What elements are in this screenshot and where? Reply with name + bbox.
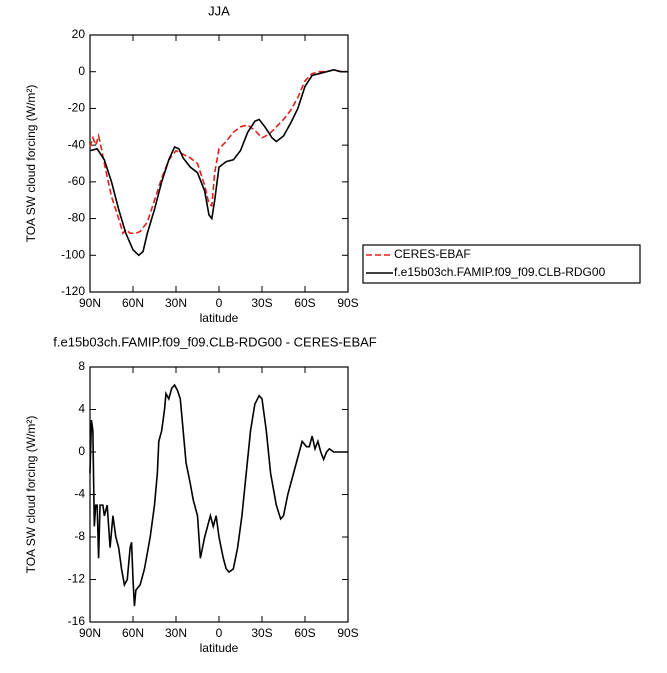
x-tick-label: 60S bbox=[294, 296, 315, 310]
chart-title: f.e15b03ch.FAMIP.f09_f09.CLB-RDG00 - CER… bbox=[53, 334, 377, 349]
data-line bbox=[89, 69, 348, 235]
plot-frame bbox=[89, 366, 349, 623]
y-tick-label: -80 bbox=[68, 211, 86, 225]
chart-title: JJA bbox=[208, 3, 230, 18]
x-tick-label: 30N bbox=[165, 296, 187, 310]
y-tick-label: 8 bbox=[78, 359, 85, 373]
legend-label: CERES-EBAF bbox=[394, 247, 471, 261]
y-tick-label: -120 bbox=[61, 284, 85, 298]
y-tick-label: -16 bbox=[68, 614, 86, 628]
x-tick-label: 90N bbox=[79, 296, 101, 310]
x-tick-label: 30N bbox=[165, 626, 187, 640]
y-tick-label: -8 bbox=[74, 529, 85, 543]
x-tick-label: 0 bbox=[216, 626, 223, 640]
data-line bbox=[89, 69, 348, 257]
legend-frame bbox=[362, 244, 641, 284]
x-tick-label: 90S bbox=[337, 626, 358, 640]
y-tick-label: -100 bbox=[61, 247, 85, 261]
x-axis-label: latitude bbox=[200, 311, 239, 325]
x-tick-label: 0 bbox=[216, 296, 223, 310]
legend-label: f.e15b03ch.FAMIP.f09_f09.CLB-RDG00 bbox=[394, 265, 606, 279]
x-tick-label: 60S bbox=[294, 626, 315, 640]
y-tick-label: -12 bbox=[68, 572, 86, 586]
x-tick-label: 90S bbox=[337, 296, 358, 310]
x-axis-label: latitude bbox=[200, 641, 239, 655]
x-tick-label: 60N bbox=[122, 626, 144, 640]
y-tick-label: -40 bbox=[68, 137, 86, 151]
y-tick-label: -60 bbox=[68, 174, 86, 188]
y-tick-label: -20 bbox=[68, 101, 86, 115]
data-line bbox=[89, 383, 348, 607]
y-tick-label: 4 bbox=[78, 402, 85, 416]
y-tick-label: -4 bbox=[74, 487, 85, 501]
x-tick-label: 60N bbox=[122, 296, 144, 310]
y-axis-label: TOA SW cloud forcing (W/m²) bbox=[24, 416, 38, 574]
y-tick-label: 0 bbox=[78, 64, 85, 78]
x-tick-label: 30S bbox=[251, 626, 272, 640]
y-tick-label: 20 bbox=[72, 27, 86, 41]
x-tick-label: 30S bbox=[251, 296, 272, 310]
y-tick-label: 0 bbox=[78, 444, 85, 458]
x-tick-label: 90N bbox=[79, 626, 101, 640]
y-axis-label: TOA SW cloud forcing (W/m²) bbox=[24, 85, 38, 243]
plot-frame bbox=[89, 34, 349, 293]
